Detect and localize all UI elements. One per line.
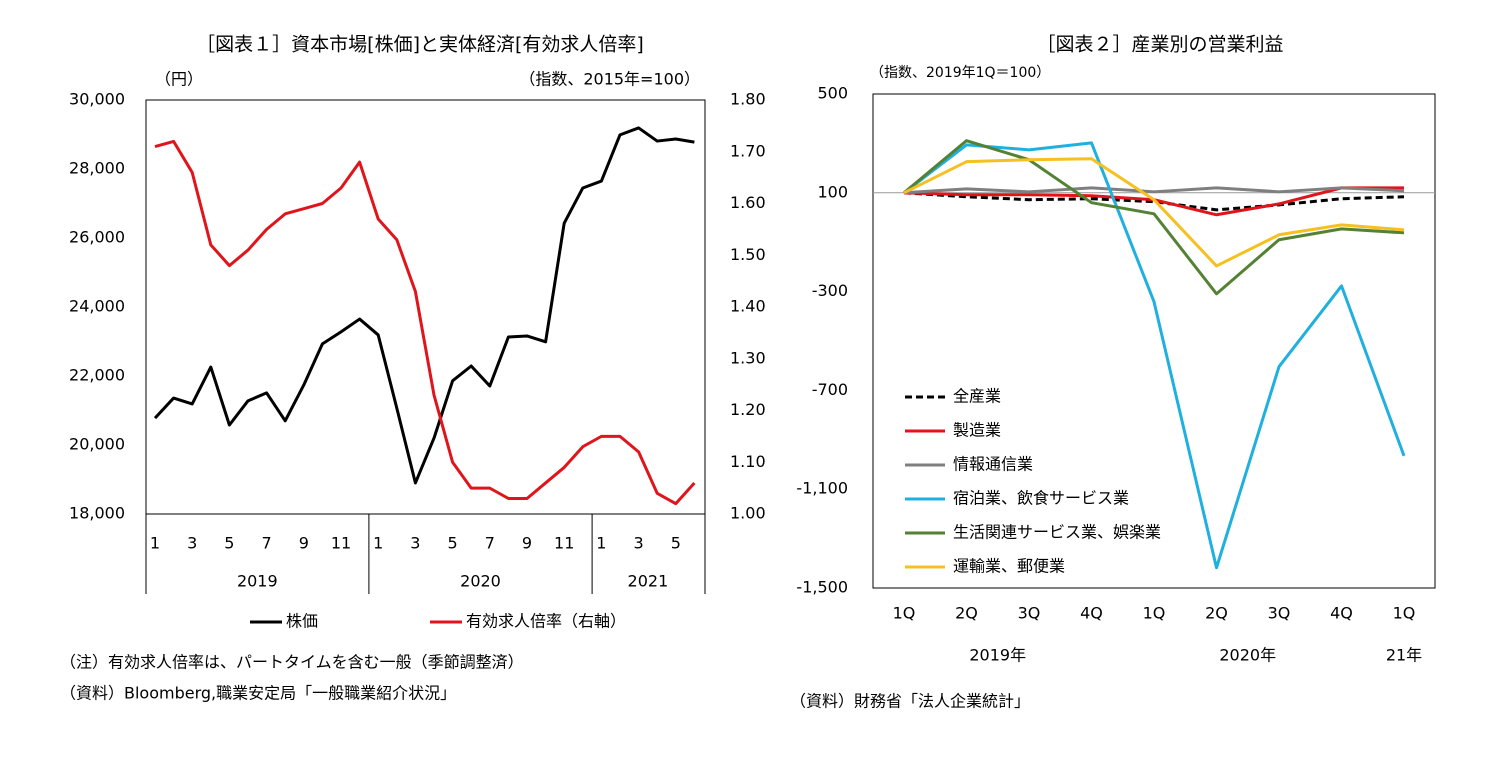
- y-tick-label: 18,000: [69, 504, 125, 523]
- y-tick-label: 500: [817, 84, 848, 103]
- y2-tick-label: 1.10: [730, 452, 766, 471]
- legend-label: 宿泊業、飲食サービス業: [953, 489, 1129, 508]
- y2-tick-label: 1.00: [730, 504, 766, 523]
- plot-frame: [145, 99, 706, 515]
- group-label: 2019: [237, 572, 278, 591]
- x-tick-label: 9: [299, 534, 309, 553]
- group-label: 2019年: [969, 646, 1026, 665]
- y-tick-label: -300: [812, 281, 848, 300]
- x-tick-label: 4Q: [1330, 604, 1353, 623]
- x-tick-label: 2Q: [1205, 604, 1228, 623]
- x-tick-label: 5: [448, 534, 458, 553]
- y2-tick-label: 1.50: [730, 245, 766, 264]
- x-tick-label: 4Q: [1080, 604, 1103, 623]
- series-line: [903, 191, 1405, 212]
- legend-label: 運輸業、郵便業: [953, 557, 1065, 576]
- y-tick-label: 22,000: [69, 366, 125, 385]
- series-line: [903, 157, 1405, 268]
- x-tick-label: 5: [224, 534, 234, 553]
- x-tick-label: 11: [331, 534, 351, 553]
- y2-tick-label: 1.80: [730, 90, 766, 109]
- x-tick-label: 3: [634, 534, 644, 553]
- legend-label: 株価: [286, 612, 318, 631]
- series-line: [903, 186, 1405, 195]
- x-tick-label: 1Q: [1393, 604, 1416, 623]
- y-tick-label: 26,000: [69, 228, 125, 247]
- y-axis-label: （円）: [155, 70, 203, 89]
- note: （資料）財務省「法人企業統計」: [790, 692, 1030, 711]
- x-tick-label: 9: [522, 534, 532, 553]
- y-tick-label: 20,000: [69, 435, 125, 454]
- y-tick-label: -1,100: [796, 479, 848, 498]
- x-tick-label: 3Q: [1268, 604, 1291, 623]
- chart-title: ［図表１］資本市場[株価]と実体経済[有効求人倍率]: [196, 34, 644, 56]
- legend-label: 全産業: [953, 387, 1001, 406]
- y-tick-label: 28,000: [69, 159, 125, 178]
- group-label: 2020年: [1219, 646, 1276, 665]
- y-tick-label: 30,000: [69, 90, 125, 109]
- y2-tick-label: 1.40: [730, 297, 766, 316]
- plot-frame: [872, 93, 1436, 589]
- series-line: [153, 126, 695, 485]
- legend-label: 有効求人倍率（右軸）: [466, 612, 626, 631]
- y-tick-label: -700: [812, 380, 848, 399]
- x-tick-label: 3: [410, 534, 420, 553]
- x-tick-label: 3Q: [1018, 604, 1041, 623]
- legend-label: 製造業: [953, 421, 1001, 440]
- x-tick-label: 1Q: [893, 604, 916, 623]
- series-line: [154, 139, 696, 506]
- y2-tick-label: 1.60: [730, 193, 766, 212]
- y2-tick-label: 1.20: [730, 400, 766, 419]
- group-label: 2021: [628, 572, 669, 591]
- y2-tick-label: 1.70: [730, 141, 766, 160]
- x-tick-label: 3: [187, 534, 197, 553]
- x-tick-label: 1: [373, 534, 383, 553]
- x-tick-label: 2Q: [955, 604, 978, 623]
- y-tick-label: 100: [817, 182, 848, 201]
- group-label: 21年: [1386, 646, 1422, 665]
- y-tick-label: 24,000: [69, 297, 125, 316]
- y-axis-label: （指数、2019年1Q＝100）: [870, 65, 1050, 81]
- y2-axis-label: （指数、2015年=100）: [519, 70, 700, 89]
- x-tick-label: 11: [554, 534, 574, 553]
- legend-label: 生活関連サービス業、娯楽業: [953, 523, 1161, 542]
- series-line: [903, 139, 1405, 296]
- x-tick-label: 1: [150, 534, 160, 553]
- x-tick-label: 7: [262, 534, 272, 553]
- y-tick-label: -1,500: [796, 578, 848, 597]
- note: （注）有効求人倍率は、パートタイムを含む一般（季節調整済）: [60, 653, 524, 672]
- y2-tick-label: 1.30: [730, 348, 766, 367]
- x-tick-label: 1Q: [1143, 604, 1166, 623]
- x-tick-label: 5: [671, 534, 681, 553]
- group-label: 2020: [460, 572, 501, 591]
- legend-label: 情報通信業: [953, 455, 1033, 474]
- x-tick-label: 7: [485, 534, 495, 553]
- x-tick-label: 1: [596, 534, 606, 553]
- chart-title: ［図表２］産業別の営業利益: [1036, 34, 1283, 56]
- note: （資料）Bloomberg,職業安定局「一般職業紹介状況」: [60, 684, 456, 703]
